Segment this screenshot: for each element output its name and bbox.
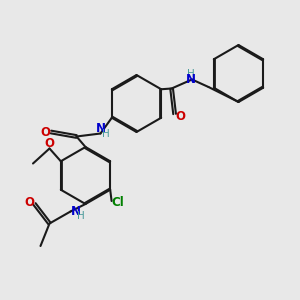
Text: Cl: Cl	[112, 196, 124, 209]
Text: H: H	[77, 211, 85, 221]
Text: O: O	[175, 110, 185, 123]
Text: N: N	[186, 73, 196, 86]
Text: O: O	[40, 125, 51, 139]
Text: O: O	[44, 137, 55, 150]
Text: H: H	[102, 129, 110, 139]
Text: N: N	[70, 205, 81, 218]
Text: H: H	[187, 69, 195, 79]
Text: O: O	[24, 196, 34, 209]
Text: N: N	[95, 122, 106, 135]
